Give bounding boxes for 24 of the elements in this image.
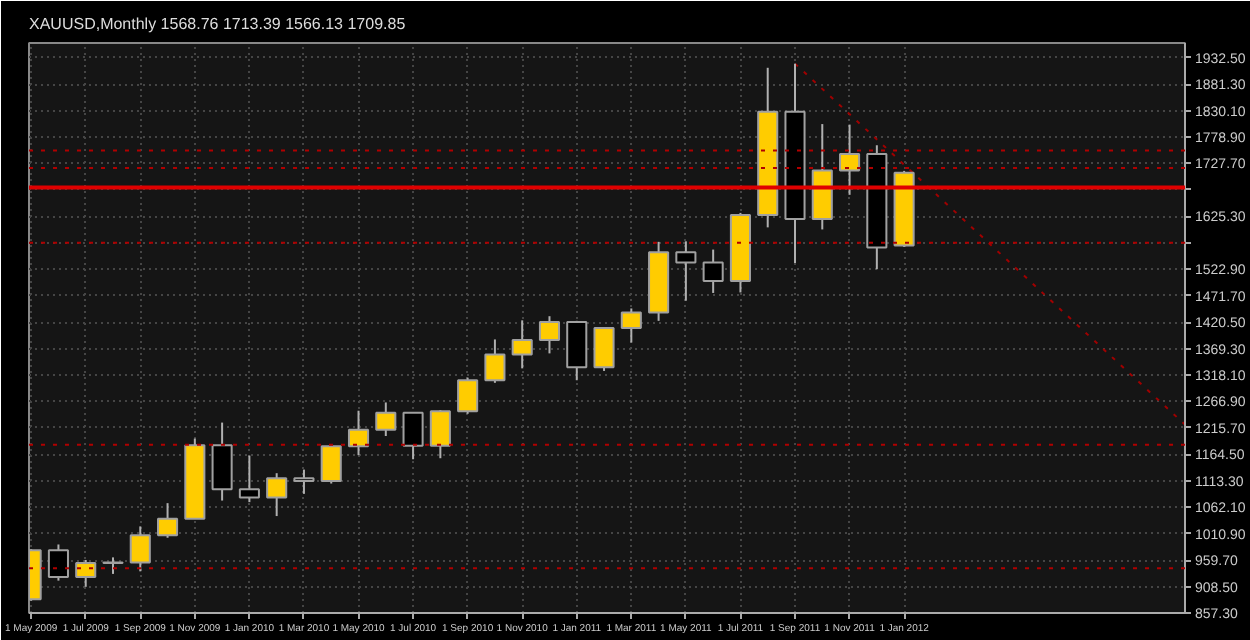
candlestick [75,558,97,588]
candlestick [702,248,724,294]
chart-title: XAUUSD,Monthly 1568.76 1713.39 1566.13 1709.85 [29,15,407,33]
candlestick [457,376,479,415]
candlestick [266,472,288,518]
candlestick [157,502,179,539]
candlestick [566,319,588,382]
candlestick [129,525,151,573]
candlestick [484,338,506,384]
candlestick [402,411,424,461]
candlestick [429,409,451,460]
candlestick [238,454,260,504]
candlestick [293,468,315,495]
candlestick [593,326,615,372]
candlestick [211,421,233,502]
candlestick [839,123,861,196]
candlestick [675,240,697,302]
candlestick [538,315,561,355]
candlestick [620,307,642,344]
candlestick [320,445,342,485]
candlestick [511,319,533,370]
candlestick [375,401,397,438]
candlestick [47,543,69,582]
candlestick [347,409,370,457]
